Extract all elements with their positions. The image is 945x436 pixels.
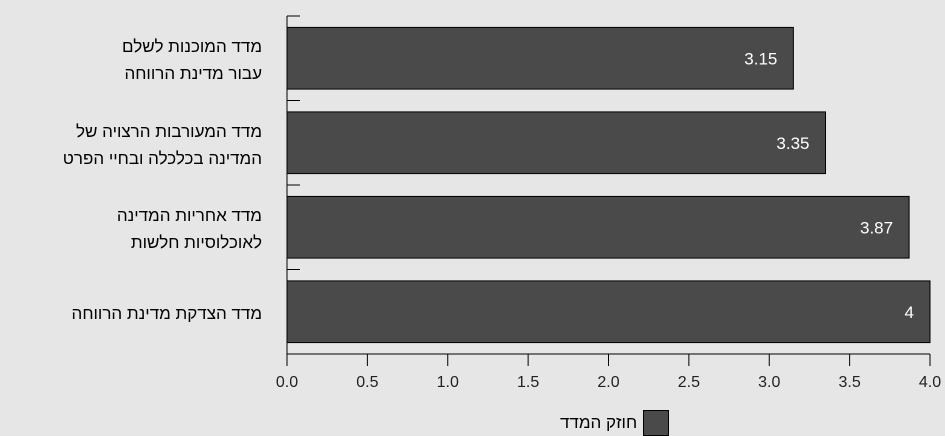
category-label: מדד הצדקת מדינת הרווחה xyxy=(71,304,262,324)
legend-swatch xyxy=(643,410,670,436)
x-tick-label: 1.0 xyxy=(437,374,459,391)
bar xyxy=(286,111,827,175)
x-tick-label: 1.5 xyxy=(517,374,539,391)
bar xyxy=(286,195,910,259)
x-tick-label: 2.0 xyxy=(597,374,619,391)
bar xyxy=(286,26,794,90)
bar-value-label: 3.87 xyxy=(860,218,893,237)
x-tick-label: 4.0 xyxy=(919,374,941,391)
bar-value-label: 3.15 xyxy=(744,49,777,68)
x-tick-label: 0.0 xyxy=(276,374,298,391)
bar xyxy=(286,280,931,344)
category-label: מדד אחריות המדינה לאוכלוסיות חלשות xyxy=(116,206,262,253)
category-label: מדד המעורבות הרצויה של המדינה בכלכלה ובח… xyxy=(62,121,262,168)
category-label: מדד המוכנות לשלם עבור מדינת הרווחה xyxy=(122,37,262,84)
legend-label: חוזק המדד xyxy=(560,413,638,432)
legend: חוזק המדד xyxy=(560,410,670,436)
x-tick-label: 3.5 xyxy=(839,374,861,391)
x-tick-label: 0.5 xyxy=(356,374,378,391)
x-tick-label: 2.5 xyxy=(678,374,700,391)
x-tick-label: 3.0 xyxy=(758,374,780,391)
bar-value-label: 3.35 xyxy=(776,134,809,153)
bar-value-label: 4 xyxy=(905,303,914,322)
